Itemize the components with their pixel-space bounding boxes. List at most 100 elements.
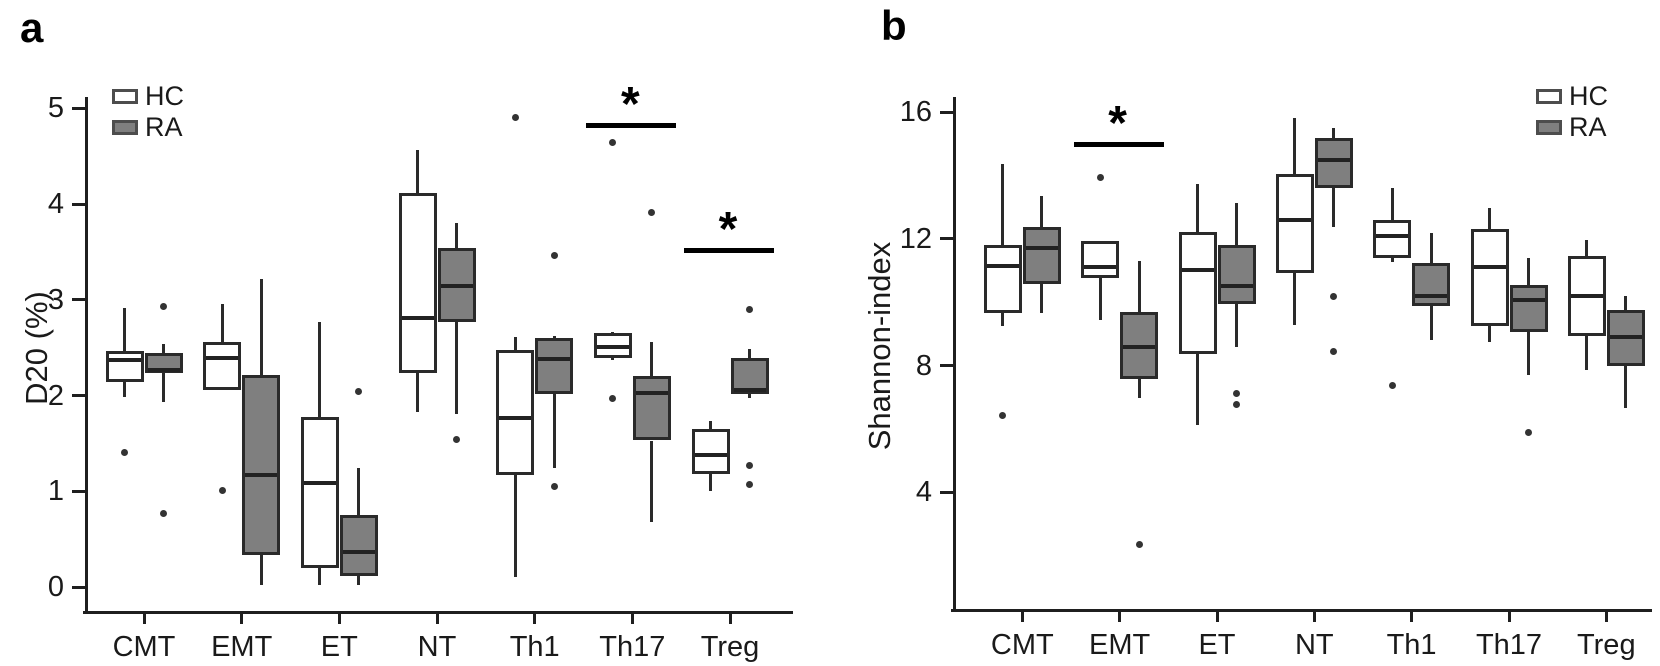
panel-b-whisker-lo-RA-Th1 bbox=[1429, 306, 1433, 340]
panel-b-median-RA-Th17 bbox=[1512, 297, 1545, 302]
panel-a-box-HC-Th17 bbox=[593, 333, 632, 359]
panel-a-whisker-hi-HC-NT bbox=[416, 150, 419, 194]
panel-a-box-RA-EMT bbox=[242, 375, 281, 556]
panel-b-whisker-hi-RA-Treg bbox=[1624, 295, 1628, 310]
panel-a-whisker-lo-HC-Th17 bbox=[611, 358, 615, 361]
panel-a-box-RA-Treg bbox=[730, 358, 769, 394]
panel-a-x-tick-ET bbox=[337, 614, 341, 624]
panel-a-whisker-lo-HC-NT bbox=[416, 373, 419, 412]
panel-b-outlier-HC-CMT-0 bbox=[999, 411, 1007, 419]
panel-a-median-HC-Th1 bbox=[499, 415, 532, 420]
panel-a-whisker-hi-RA-Th17 bbox=[650, 341, 654, 377]
panel-a-whisker-lo-HC-Th1 bbox=[513, 474, 517, 578]
panel-a-median-RA-NT bbox=[440, 284, 473, 289]
panel-b-outlier-RA-ET-0 bbox=[1233, 389, 1240, 397]
panel-a-x-tick-Th1 bbox=[533, 614, 537, 624]
panel-a-median-HC-EMT bbox=[206, 356, 239, 361]
panel-a-median-RA-CMT bbox=[147, 367, 180, 372]
panel-a-y-tick-label: 0 bbox=[47, 571, 64, 603]
panel-a-x-label-Th1: Th1 bbox=[509, 631, 560, 663]
panel-b-whisker-lo-HC-Treg bbox=[1585, 335, 1589, 371]
panel-b-outlier-HC-EMT-0 bbox=[1096, 174, 1104, 182]
panel-b-whisker-lo-HC-Th1 bbox=[1390, 257, 1394, 262]
panel-a-box-HC-ET bbox=[300, 416, 339, 568]
panel-b-x-label-Treg: Treg bbox=[1577, 629, 1636, 661]
panel-a-whisker-hi-RA-CMT bbox=[162, 343, 165, 354]
panel-b-median-HC-NT bbox=[1278, 217, 1311, 222]
panel-a-x-tick-EMT bbox=[240, 614, 244, 624]
panel-b-sig-bar-EMT bbox=[1073, 141, 1164, 147]
panel-b-whisker-lo-HC-EMT bbox=[1098, 278, 1102, 321]
panel-a-box-HC-EMT bbox=[203, 341, 242, 390]
panel-b-x-label-ET: ET bbox=[1198, 629, 1236, 661]
panel-a-whisker-hi-HC-CMT bbox=[123, 308, 126, 352]
panel-a-median-RA-ET bbox=[342, 549, 375, 554]
panel-b-x-tick-EMT bbox=[1118, 612, 1122, 622]
panel-a-whisker-hi-HC-Treg bbox=[709, 421, 712, 429]
panel-a-whisker-hi-RA-Th1 bbox=[552, 336, 556, 339]
panel-a-x-label-Th17: Th17 bbox=[599, 631, 666, 663]
panel-a-y-tick-label: 5 bbox=[47, 92, 64, 125]
panel-b-median-HC-Th17 bbox=[1473, 265, 1506, 269]
panel-a-outlier-RA-Th17-0 bbox=[648, 209, 656, 217]
panel-a-outlier-RA-Th1-0 bbox=[550, 252, 558, 260]
panel-a-x-label-EMT: EMT bbox=[211, 631, 273, 663]
panel-b-median-RA-CMT bbox=[1025, 246, 1058, 250]
panel-b-legend-label-RA: RA bbox=[1569, 112, 1607, 142]
panel-a-whisker-hi-HC-Th17 bbox=[611, 332, 615, 334]
panel-a-outlier-RA-Treg-0 bbox=[746, 305, 753, 313]
panel-a-y-tick bbox=[72, 106, 85, 110]
panel-b-y-tick bbox=[940, 110, 953, 114]
panel-a-median-HC-CMT bbox=[108, 358, 141, 363]
panel-a-x-label-Treg: Treg bbox=[700, 631, 760, 663]
panel-a-sig-star-Treg: * bbox=[718, 203, 738, 257]
panel-a-median-HC-ET bbox=[303, 480, 336, 485]
panel-b-median-RA-NT bbox=[1317, 157, 1350, 162]
panel-b-whisker-lo-RA-CMT bbox=[1040, 284, 1044, 314]
panel-b-legend-swatch-HC bbox=[1536, 89, 1562, 104]
panel-b-box-HC-EMT bbox=[1081, 240, 1120, 279]
panel-b-median-RA-Treg bbox=[1609, 335, 1642, 340]
panel-a-x-label-NT: NT bbox=[417, 631, 457, 663]
panel-b-box-RA-NT bbox=[1314, 137, 1353, 189]
panel-a-whisker-lo-RA-CMT bbox=[162, 373, 165, 403]
panel-a-box-RA-Th1 bbox=[535, 338, 574, 394]
panel-a-sig-bar-Th17 bbox=[586, 122, 677, 128]
panel-b-median-HC-CMT bbox=[986, 264, 1019, 269]
panel-b-median-HC-Th1 bbox=[1376, 233, 1409, 238]
panel-b-outlier-RA-NT-0 bbox=[1330, 293, 1338, 301]
panel-a-x-label-CMT: CMT bbox=[112, 631, 176, 663]
panel-b-x-label-Th17: Th17 bbox=[1475, 629, 1543, 661]
panel-a-whisker-lo-RA-ET bbox=[357, 575, 361, 586]
panel-b-whisker-lo-RA-NT bbox=[1332, 188, 1336, 227]
panel-a-x-tick-CMT bbox=[142, 614, 146, 624]
panel-b-legend-label-HC: HC bbox=[1569, 81, 1608, 111]
panel-b-median-HC-ET bbox=[1181, 267, 1214, 272]
panel-b-whisker-hi-HC-CMT bbox=[1001, 164, 1005, 245]
panel-a-y-tick bbox=[72, 489, 85, 493]
panel-b-outlier-HC-Th1-0 bbox=[1388, 382, 1396, 390]
panel-a-box-RA-ET bbox=[339, 515, 378, 576]
panel-a-y-axis bbox=[85, 97, 88, 614]
panel-b-y-axis bbox=[953, 97, 956, 612]
panel-b-label: b bbox=[881, 2, 907, 49]
panel-a-median-HC-NT bbox=[401, 316, 434, 321]
panel-a-outlier-RA-NT-0 bbox=[453, 436, 460, 444]
panel-a-whisker-lo-HC-Treg bbox=[709, 474, 712, 492]
panel-a-median-HC-Th17 bbox=[596, 344, 629, 349]
panel-b-whisker-lo-RA-ET bbox=[1235, 303, 1238, 347]
panel-a-outlier-RA-CMT-1 bbox=[160, 509, 167, 517]
panel-a-whisker-lo-RA-Th1 bbox=[552, 393, 556, 469]
panel-b-whisker-hi-RA-NT bbox=[1332, 127, 1336, 138]
panel-a-whisker-lo-RA-EMT bbox=[259, 555, 263, 586]
panel-a-y-tick bbox=[72, 298, 85, 302]
panel-b-whisker-lo-HC-ET bbox=[1196, 353, 1199, 425]
panel-b-box-RA-Th1 bbox=[1412, 263, 1451, 307]
panel-a-x-tick-Th17 bbox=[630, 614, 634, 624]
panel-b-median-RA-ET bbox=[1220, 284, 1253, 288]
panel-b-box-RA-CMT bbox=[1022, 226, 1061, 285]
panel-b-whisker-lo-HC-Th17 bbox=[1488, 326, 1491, 342]
panel-a-outlier-HC-Th1-0 bbox=[511, 114, 519, 122]
panel-a-box-RA-Th17 bbox=[632, 376, 671, 441]
